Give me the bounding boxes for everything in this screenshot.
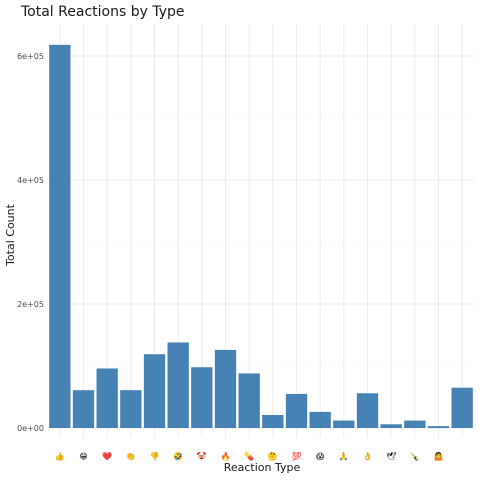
bar: [380, 424, 402, 428]
bar: [356, 393, 379, 428]
bar: [143, 354, 166, 428]
bar: [333, 420, 355, 428]
y-tick-label: 4e+05: [17, 176, 44, 185]
bar: [262, 414, 284, 428]
y-tick-label: 6e+05: [17, 52, 44, 61]
x-tick-label: 🤔: [268, 452, 278, 461]
bar: [309, 411, 331, 428]
x-tick-label: 🕊: [386, 451, 396, 461]
x-tick-label: 😁: [79, 452, 87, 461]
x-tick-label: 👎: [150, 452, 160, 461]
x-tick-label: 👌: [363, 452, 373, 461]
x-axis-ticks: 👍 😁 ❤️ 👏 👎 🤣 🤡 🔥 💊 🤔 💯 😱 🙏 👌 🕊 🍾 🤷: [55, 451, 444, 462]
x-tick-label: 🍾: [410, 451, 420, 461]
x-tick-label: 🤷: [434, 451, 444, 461]
x-tick-label: 👏: [126, 451, 136, 461]
bars: [49, 44, 473, 429]
bar: [285, 393, 308, 428]
bar: [404, 420, 426, 428]
x-tick-label: 🔥: [221, 451, 231, 461]
bar: [120, 390, 142, 428]
bar: [49, 44, 71, 429]
x-tick-label: 🙏: [339, 452, 349, 461]
bar: [72, 390, 95, 428]
x-axis-title: Reaction Type: [224, 461, 301, 474]
y-axis-ticks: 0e+00 2e+05 4e+05 6e+05: [17, 52, 44, 433]
x-tick-label: 😱: [316, 452, 324, 461]
bar: [167, 342, 189, 428]
x-tick-label: 💯: [292, 451, 302, 461]
y-tick-label: 2e+05: [17, 300, 44, 309]
bar: [191, 367, 213, 428]
x-tick-label: 👍: [55, 451, 65, 461]
chart-title: Total Reactions by Type: [20, 4, 184, 20]
x-tick-label: 🤣: [172, 451, 183, 462]
y-tick-label: 0e+00: [17, 424, 44, 433]
x-tick-label: ❤️: [102, 452, 112, 461]
bar: [427, 426, 450, 428]
bar: [96, 368, 118, 428]
bar: [451, 387, 473, 428]
y-axis-title: Total Count: [4, 203, 17, 267]
x-tick-label: 💊: [244, 451, 254, 461]
bar: [238, 373, 260, 428]
x-tick-label: 🤡: [197, 451, 207, 461]
bar: [214, 349, 237, 428]
